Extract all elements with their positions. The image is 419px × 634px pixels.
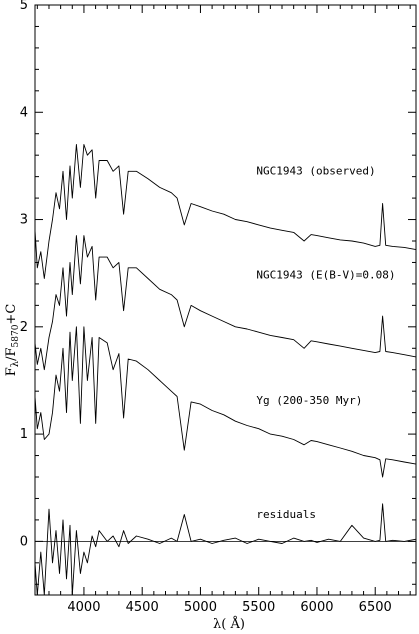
x-tick-label: 5000	[184, 600, 217, 615]
series-line-1	[34, 235, 417, 371]
y-axis-title-tail: +C	[4, 304, 19, 325]
y-tick-label: 4	[20, 105, 28, 120]
y-tick-label: 2	[20, 320, 28, 335]
x-axis-ticks: 4000 4500 5000 5500 6000 6500	[36, 5, 411, 615]
x-tick-label: 6000	[300, 600, 333, 615]
plot-layer: NGC1943 (observed) NGC1943 (E(B-V)=0.08) Y…	[34, 144, 417, 596]
series-line-0	[34, 144, 417, 279]
x-tick-label: 4000	[67, 600, 100, 615]
x-axis-title: λ( Å)	[213, 616, 245, 632]
axis-frame	[34, 4, 417, 596]
y-tick-label: 5	[20, 0, 28, 13]
x-tick-label: 4500	[126, 600, 159, 615]
series-label-1: NGC1943 (E(B-V)=0.08)	[256, 269, 395, 282]
y-axis-title-sub1: λ	[10, 360, 21, 367]
y-axis-title: Fλ/F5870+C	[4, 304, 21, 377]
series-label-3: residuals	[256, 508, 316, 521]
x-tick-label: 5500	[242, 600, 275, 615]
series-line-2	[34, 326, 417, 478]
x-tick-label: 6500	[359, 600, 392, 615]
y-tick-label: 1	[20, 427, 28, 442]
y-axis-ticks: 0 1 2 3 4 5	[20, 0, 416, 585]
series-label-0: NGC1943 (observed)	[256, 164, 375, 177]
series-label-2: Yg (200-350 Myr)	[256, 394, 362, 407]
series-line-3	[34, 503, 417, 596]
y-axis-title-sub2: 5870	[11, 324, 21, 347]
y-tick-label: 0	[20, 534, 28, 549]
y-tick-label: 3	[20, 213, 28, 228]
y-axis-title-main: F	[4, 367, 19, 376]
y-axis-title-mid: /F	[4, 347, 19, 360]
